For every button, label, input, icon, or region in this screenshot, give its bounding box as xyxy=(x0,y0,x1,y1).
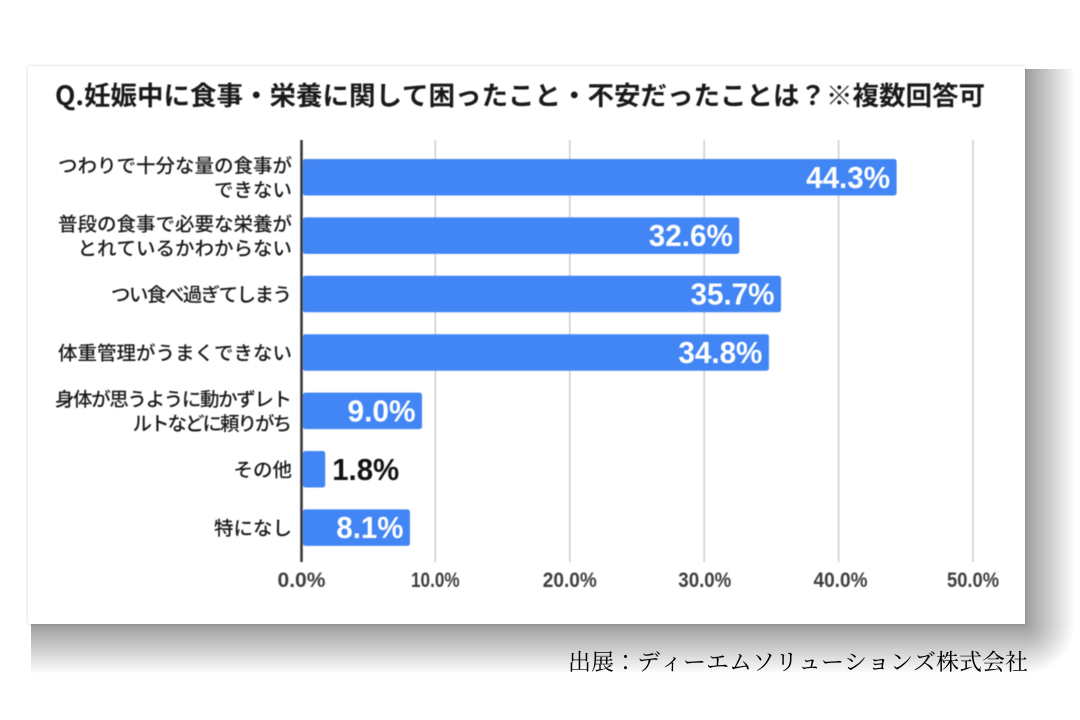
svg-text:50.0%: 50.0% xyxy=(947,569,999,592)
svg-text:20.0%: 20.0% xyxy=(543,569,597,592)
svg-text:8.1%: 8.1% xyxy=(336,510,403,545)
svg-text:0.0%: 0.0% xyxy=(278,569,326,592)
svg-text:40.0%: 40.0% xyxy=(814,569,868,592)
svg-text:30.0%: 30.0% xyxy=(678,569,731,592)
svg-text:32.6%: 32.6% xyxy=(649,218,733,253)
svg-text:10.0%: 10.0% xyxy=(411,569,460,592)
svg-text:35.7%: 35.7% xyxy=(691,277,775,312)
svg-text:9.0%: 9.0% xyxy=(348,393,416,428)
svg-text:44.3%: 44.3% xyxy=(806,160,890,195)
svg-text:1.8%: 1.8% xyxy=(332,452,399,487)
svg-text:34.8%: 34.8% xyxy=(678,335,762,370)
